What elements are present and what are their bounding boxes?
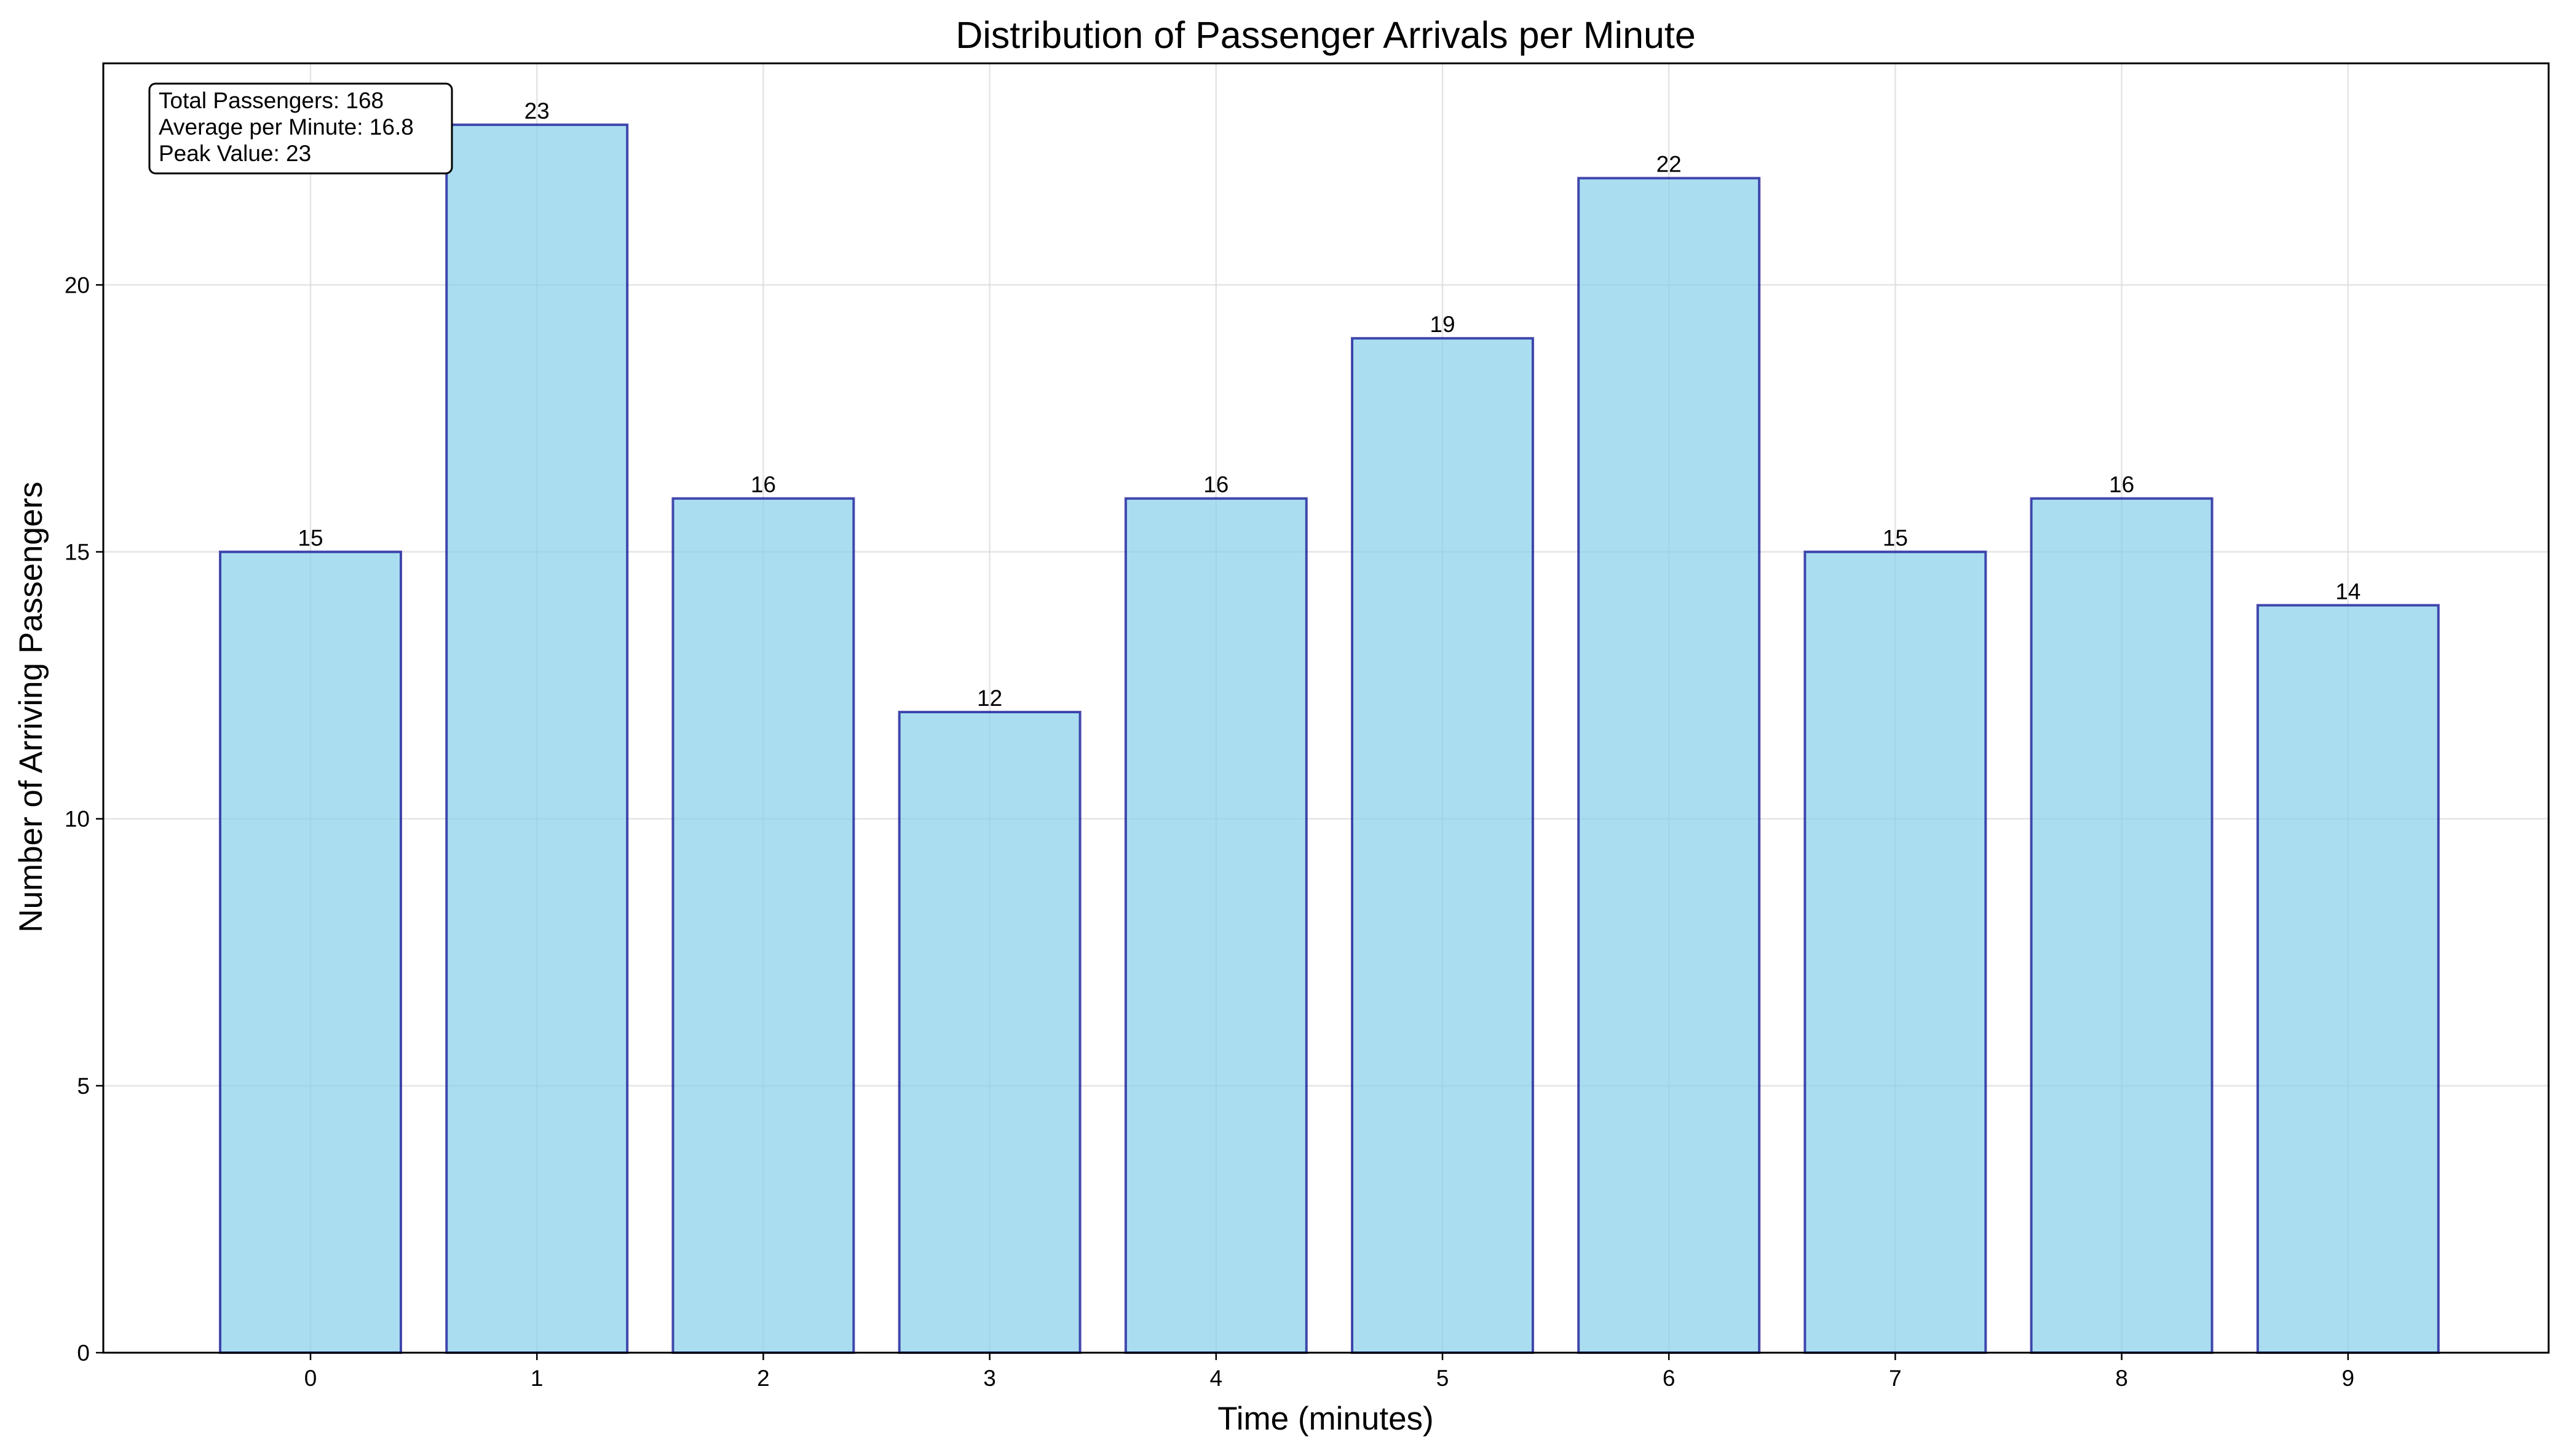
x-axis-ticks: 0 1 2 3 4 5 6 7 8 9: [304, 1353, 2354, 1391]
y-axis-label: Number of Arriving Passengers: [13, 481, 49, 933]
x-tick-label: 1: [531, 1366, 544, 1391]
bar-value-label: 15: [1883, 526, 1908, 551]
x-tick-label: 9: [2342, 1366, 2355, 1391]
y-tick-label: 20: [65, 272, 90, 298]
bar-value-label: 22: [1656, 152, 1682, 177]
bar-value-label: 16: [2109, 472, 2134, 497]
bar: [2256, 604, 2440, 1355]
bar-value-label: 16: [1203, 472, 1229, 497]
x-tick-label: 7: [1889, 1366, 1902, 1391]
y-tick-label: 5: [77, 1074, 90, 1099]
stats-box: Total Passengers: 168 Average per Minute…: [148, 82, 453, 175]
stats-peak: Peak Value: 23: [159, 141, 311, 166]
bar: [219, 550, 402, 1354]
y-tick-label: 15: [65, 540, 90, 565]
chart-title: Distribution of Passenger Arrivals per M…: [956, 14, 1696, 56]
bar: [2030, 497, 2214, 1354]
bar-value-labels: 15 23 16 12 16 19 22 15 16 14: [298, 98, 2360, 711]
bar: [1577, 176, 1761, 1354]
stats-average: Average per Minute: 16.8: [159, 114, 414, 140]
bar-value-label: 14: [2335, 579, 2360, 604]
bars: [219, 123, 2440, 1355]
stats-total: Total Passengers: 168: [159, 88, 384, 113]
x-tick-label: 5: [1436, 1366, 1449, 1391]
bar: [445, 123, 629, 1354]
bar-value-label: 12: [977, 686, 1002, 711]
bar: [671, 497, 855, 1354]
bar: [1351, 337, 1534, 1355]
x-tick-label: 6: [1663, 1366, 1676, 1391]
plot-frame: [102, 62, 2550, 1354]
bar-value-label: 16: [751, 472, 776, 497]
bar-value-label: 19: [1430, 312, 1455, 337]
x-tick-label: 3: [983, 1366, 996, 1391]
bar: [898, 711, 1082, 1354]
x-tick-label: 8: [2115, 1366, 2128, 1391]
x-tick-label: 0: [304, 1366, 317, 1391]
y-tick-label: 0: [77, 1340, 90, 1366]
y-tick-label: 10: [65, 807, 90, 832]
x-tick-label: 2: [757, 1366, 770, 1391]
x-tick-label: 4: [1210, 1366, 1223, 1391]
x-axis-label: Time (minutes): [1217, 1401, 1433, 1437]
bar: [1124, 497, 1308, 1354]
stats-box-frame: [148, 82, 453, 175]
bar-value-label: 23: [524, 98, 550, 124]
y-axis-ticks: 0 5 10 15 20: [65, 272, 103, 1366]
bar-value-label: 15: [298, 526, 323, 551]
bar: [1803, 550, 1987, 1354]
